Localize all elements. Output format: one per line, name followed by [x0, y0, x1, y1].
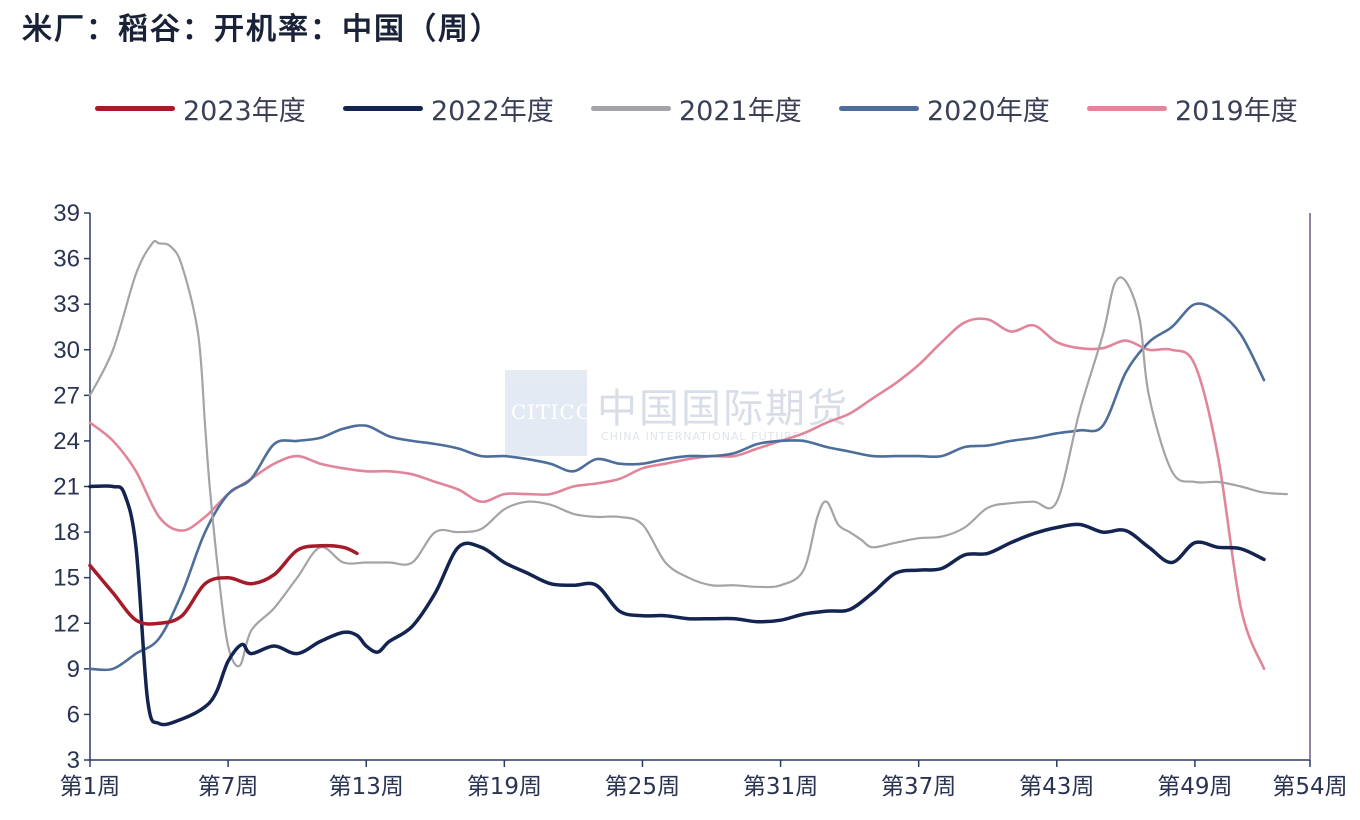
- y-tick-label: 6: [67, 701, 80, 728]
- y-tick-label: 12: [53, 610, 80, 637]
- x-tick-label: 第43周: [1019, 774, 1094, 800]
- legend-item: 2020年度: [839, 88, 1050, 128]
- legend: 2023年度 2022年度 2021年度 2020年度 2019年度: [95, 88, 1335, 128]
- x-tick-label: 第37周: [881, 774, 956, 800]
- legend-swatch: [1087, 105, 1167, 111]
- series-line-2022年度: [88, 484, 1266, 727]
- y-tick-label: 3: [67, 747, 80, 774]
- legend-swatch: [95, 105, 175, 111]
- y-tick-label: 36: [53, 246, 80, 273]
- x-tick-label: 第1周: [60, 774, 121, 800]
- legend-swatch: [839, 105, 919, 111]
- x-tick-label: 第25周: [605, 774, 680, 800]
- legend-item: 2021年度: [591, 88, 802, 128]
- y-tick-label: 24: [53, 428, 80, 455]
- legend-swatch: [343, 105, 423, 111]
- y-tick-label: 39: [53, 200, 80, 227]
- x-tick-label: 第54周: [1272, 774, 1347, 800]
- y-tick-label: 30: [53, 337, 80, 364]
- legend-item: 2023年度: [95, 88, 306, 128]
- legend-item: 2022年度: [343, 88, 554, 128]
- legend-label: 2023年度: [183, 95, 306, 127]
- legend-label: 2020年度: [927, 95, 1050, 127]
- series-line-2023年度: [88, 543, 359, 626]
- y-tick-label: 9: [67, 656, 80, 683]
- chart-title: 米厂：稻谷：开机率：中国（周）: [22, 12, 502, 47]
- x-tick-label: 第7周: [198, 774, 259, 800]
- series-line-2020年度: [88, 302, 1266, 672]
- y-tick-label: 33: [53, 291, 80, 318]
- legend-label: 2021年度: [679, 95, 802, 127]
- series-line-2019年度: [88, 317, 1266, 671]
- watermark: CITICO 中国国际期货 CHINA INTERNATIONAL FUTURE…: [505, 370, 865, 460]
- legend-item: 2019年度: [1087, 88, 1298, 128]
- x-tick-label: 第13周: [329, 774, 404, 800]
- y-tick-label: 27: [53, 382, 80, 409]
- x-tick-label: 第19周: [467, 774, 542, 800]
- legend-label: 2022年度: [431, 95, 554, 127]
- y-tick-label: 15: [53, 565, 80, 592]
- watermark-company-name: 中国国际期货: [597, 386, 849, 432]
- x-tick-label: 第31周: [743, 774, 818, 800]
- legend-label: 2019年度: [1175, 95, 1298, 127]
- watermark-company-subtitle: CHINA INTERNATIONAL FUTURES: [601, 430, 809, 443]
- series-line-2021年度: [88, 239, 1289, 668]
- x-tick-label: 第49周: [1157, 774, 1232, 800]
- watermark-logo-text: CITICO: [511, 400, 594, 424]
- legend-swatch: [591, 105, 671, 111]
- y-tick-label: 21: [53, 474, 80, 501]
- y-tick-label: 18: [53, 519, 80, 546]
- watermark-logo: CITICO: [505, 370, 592, 456]
